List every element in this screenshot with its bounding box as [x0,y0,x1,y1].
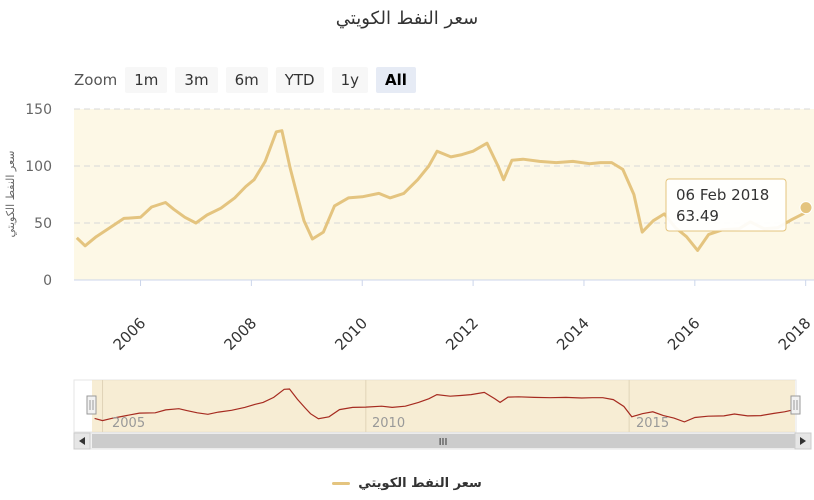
tooltip: 06 Feb 2018 63.49 [665,178,787,232]
scroll-left-arrow-icon [79,437,85,445]
legend: سعر النفط الكويتي [0,474,814,491]
scrollbar-grip: III [439,437,448,448]
zoom-ytd-button[interactable]: YTD [275,67,324,93]
scrollbar-thumb[interactable] [92,434,795,448]
zoom-1y-button[interactable]: 1y [331,67,369,93]
legend-swatch [332,482,351,485]
x-tick-label-2008: 2008 [220,314,260,354]
tooltip-value: 63.49 [676,207,719,225]
legend-item[interactable]: سعر النفط الكويتي [332,476,482,491]
scrollbar[interactable]: III [73,432,812,450]
chart-title: سعر النفط الكويتي [335,8,479,29]
price-chart: 0 50 100 150 2006 2008 2010 2012 2014 2016 2018 س… [4,102,814,450]
y-tick-label-100: 100 [25,159,52,175]
zoom-1m-button[interactable]: 1m [125,67,168,93]
series-line[interactable] [75,129,813,252]
x-tick-label-2018: 2018 [775,314,814,354]
x-tick-label-2006: 2006 [110,314,150,354]
zoom-label: Zoom [74,71,118,89]
x-axis-ticks: 2006 2008 2010 2012 2014 2016 2018 [110,280,814,354]
navigator-tick-2015: 2015 [636,416,669,431]
hover-point[interactable] [799,201,813,215]
left-handle-box[interactable] [86,395,97,415]
zoom-6m-button[interactable]: 6m [225,67,268,93]
zoom-all-button[interactable]: All [376,67,416,93]
navigator-selection[interactable] [92,380,795,432]
y-tick-label-50: 50 [34,216,52,232]
legend-label: سعر النفط الكويتي [358,476,482,491]
tooltip-box [665,178,787,232]
zoom-controls: Zoom 1m 3m 6m YTD 1y All [74,66,424,94]
right-handle-box[interactable] [790,395,801,415]
y-axis-ticks: 0 50 100 150 [25,102,52,289]
navigator-grid [102,380,630,432]
navigator-tick-2005: 2005 [112,416,145,431]
x-tick-label-2014: 2014 [553,314,593,354]
navigator-tick-2010: 2010 [372,416,405,431]
x-tick-label-2016: 2016 [664,314,704,354]
scroll-right-arrow-icon [800,437,806,445]
zoom-3m-button[interactable]: 3m [175,67,218,93]
y-tick-label-150: 150 [25,102,52,118]
tooltip-date: 06 Feb 2018 [676,186,769,204]
navigator-line [94,388,793,423]
y-axis-label: سعر النفط الكويتي [4,150,17,237]
x-tick-label-2012: 2012 [442,314,482,354]
navigator[interactable]: 2005 2010 2015 [73,379,801,433]
navigator-left-handle[interactable] [86,395,97,415]
x-tick-label-2010: 2010 [331,314,371,354]
navigator-right-handle[interactable] [790,395,801,415]
y-tick-label-0: 0 [43,273,52,289]
